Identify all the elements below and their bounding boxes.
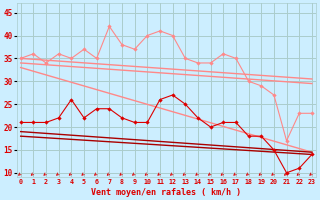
X-axis label: Vent moyen/en rafales ( km/h ): Vent moyen/en rafales ( km/h ): [91, 188, 241, 197]
